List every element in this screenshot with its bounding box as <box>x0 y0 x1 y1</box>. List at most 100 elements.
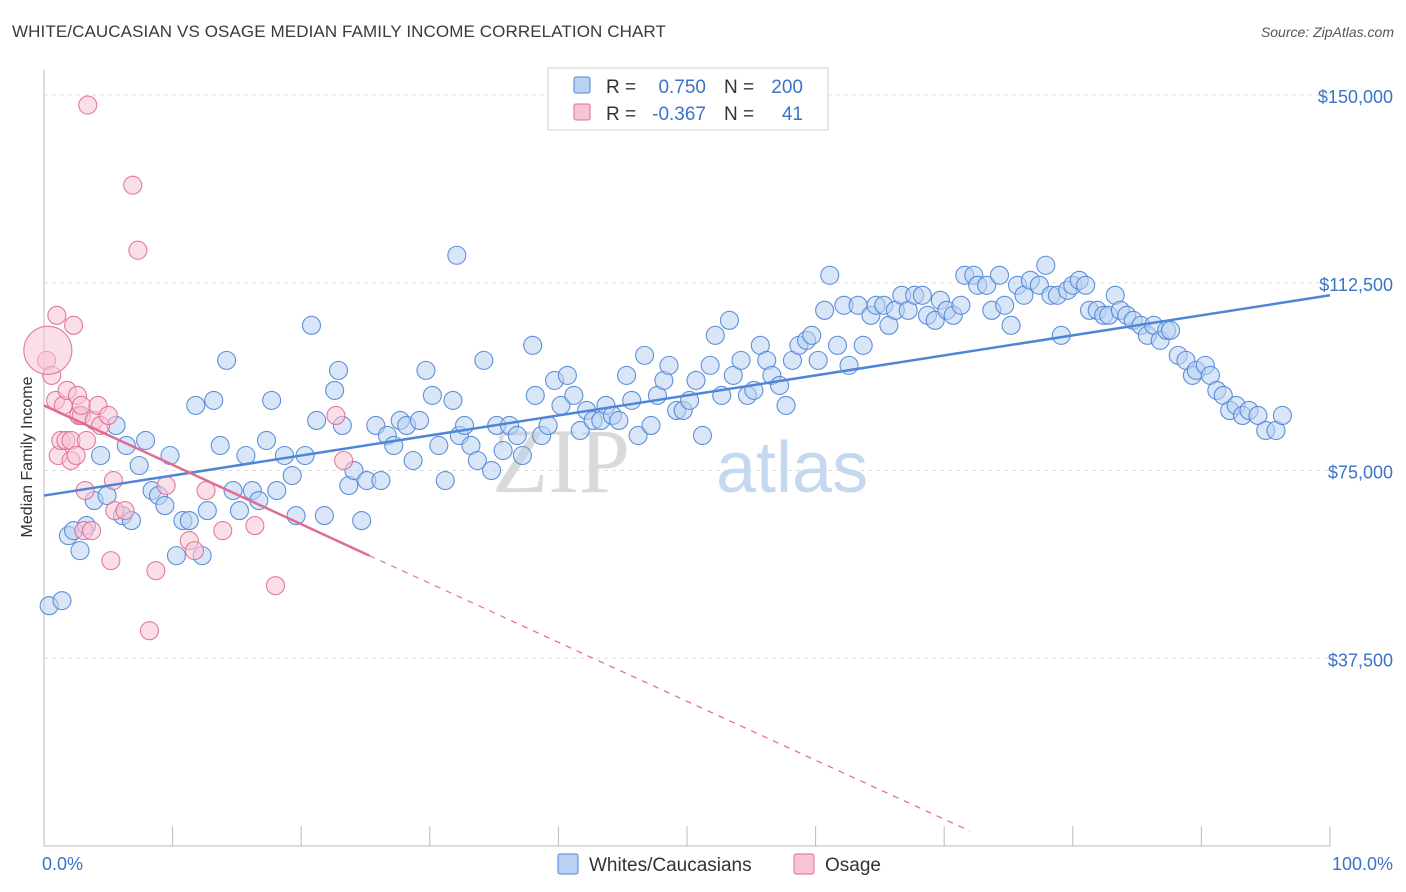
point-whites-29 <box>229 501 250 521</box>
point-osage-29 <box>78 95 98 115</box>
point-osage-25 <box>101 551 121 571</box>
point-whites-30 <box>236 445 256 466</box>
point-osage-11 <box>64 315 84 335</box>
point-whites-82 <box>570 420 590 441</box>
point-whites-106 <box>723 365 743 385</box>
legend-r-label-1: R = <box>606 77 636 98</box>
legend-n-value-1: 200 <box>771 77 803 98</box>
point-whites-34 <box>262 390 282 410</box>
x-tick-label-1: 100.0% <box>1332 854 1393 874</box>
point-osage-40 <box>265 576 286 596</box>
point-whites-51 <box>371 470 391 491</box>
point-whites-101 <box>692 425 712 446</box>
point-whites-74 <box>523 335 543 355</box>
point-whites-25 <box>204 390 224 410</box>
point-whites-44 <box>328 360 349 380</box>
y-tick-label-1: $75,000 <box>1328 463 1393 483</box>
point-osage-28 <box>115 501 135 521</box>
point-whites-192 <box>447 245 467 265</box>
point-whites-41 <box>307 410 327 431</box>
point-whites-7 <box>91 445 111 466</box>
trend-lines <box>43 294 1331 832</box>
point-whites-161 <box>1076 275 1096 295</box>
point-whites-70 <box>493 440 513 461</box>
chart-title: WHITE/CAUCASIAN VS OSAGE MEDIAN FAMILY I… <box>12 22 666 41</box>
y-tick-labels: $37,500 $75,000 $112,500 $150,000 <box>1318 87 1393 670</box>
point-whites-24 <box>197 501 217 521</box>
point-whites-188 <box>1248 405 1268 425</box>
point-whites-93 <box>641 415 661 436</box>
point-whites-103 <box>705 325 725 345</box>
point-osage-38 <box>213 521 233 541</box>
point-whites-4 <box>70 541 90 561</box>
point-whites-91 <box>628 425 648 446</box>
legend-n-value-2: 41 <box>782 104 803 125</box>
series-legend-label-osage: Osage <box>825 855 881 876</box>
point-whites-147 <box>989 265 1010 285</box>
point-whites-61 <box>435 470 455 491</box>
legend-r-value-2: -0.367 <box>652 104 706 125</box>
point-whites-107 <box>731 350 751 370</box>
point-whites-135 <box>912 285 932 305</box>
x-tick-label-0: 0.0% <box>42 854 83 874</box>
point-whites-33 <box>256 430 277 451</box>
point-whites-48 <box>352 511 372 531</box>
point-whites-119 <box>808 350 828 370</box>
point-osage-3 <box>47 305 67 325</box>
legend-n-label-1: N = <box>724 77 754 98</box>
trend-line-osage-extension <box>369 555 971 832</box>
legend-swatch-pink <box>573 103 591 121</box>
point-osage-16 <box>71 395 91 415</box>
point-whites-40 <box>301 315 322 335</box>
point-whites-17 <box>155 496 175 516</box>
point-whites-81 <box>564 385 584 405</box>
point-whites-175 <box>1160 320 1181 340</box>
trend-line-osage <box>43 404 370 557</box>
y-tick-label-2: $112,500 <box>1319 275 1393 295</box>
point-whites-90 <box>622 390 642 410</box>
legend-r-label-2: R = <box>606 104 636 125</box>
point-whites-80 <box>557 365 577 385</box>
y-tick-label-0: $37,500 <box>1328 650 1393 670</box>
point-osage-32 <box>139 621 160 641</box>
point-osage-12 <box>66 445 86 466</box>
point-whites-67 <box>474 350 494 370</box>
point-osage-41 <box>326 405 346 425</box>
trend-line-whites <box>43 294 1331 497</box>
legend-n-label-2: N = <box>724 104 754 125</box>
point-whites-88 <box>609 410 629 431</box>
point-whites-59 <box>422 385 442 405</box>
point-osage-31 <box>128 240 148 260</box>
y-tick-label-3: $150,000 <box>1318 87 1393 107</box>
point-whites-58 <box>416 360 436 380</box>
point-whites-120 <box>815 300 835 320</box>
point-whites-105 <box>719 310 739 330</box>
point-whites-141 <box>951 295 971 315</box>
point-whites-96 <box>659 355 679 375</box>
point-whites-149 <box>1001 315 1021 335</box>
point-osage-36 <box>184 541 205 561</box>
point-whites-122 <box>827 335 848 355</box>
series-legend: Whites/Caucasians Osage <box>557 853 881 876</box>
data-points <box>23 95 1292 641</box>
point-whites-68 <box>481 460 502 481</box>
legend-r-value-1: 0.750 <box>658 77 706 98</box>
watermark-atlas: atlas <box>716 428 868 508</box>
point-whites-102 <box>700 355 720 375</box>
point-whites-148 <box>995 295 1015 315</box>
point-osage-24 <box>98 405 118 425</box>
point-whites-66 <box>467 450 487 471</box>
axes <box>43 70 1331 847</box>
series-legend-label-whites: Whites/Caucasians <box>589 855 752 876</box>
point-whites-21 <box>179 511 199 531</box>
stat-legend: R = 0.750 N = 200 R = -0.367 N = 41 <box>547 67 829 131</box>
point-whites-13 <box>129 455 149 476</box>
point-whites-19 <box>166 546 187 566</box>
point-osage-30 <box>123 175 143 195</box>
source-label: Source: ZipAtlas.com <box>1260 24 1394 40</box>
point-whites-1 <box>52 591 72 611</box>
point-whites-62 <box>443 390 463 410</box>
point-whites-92 <box>635 345 655 365</box>
point-whites-36 <box>274 445 295 466</box>
